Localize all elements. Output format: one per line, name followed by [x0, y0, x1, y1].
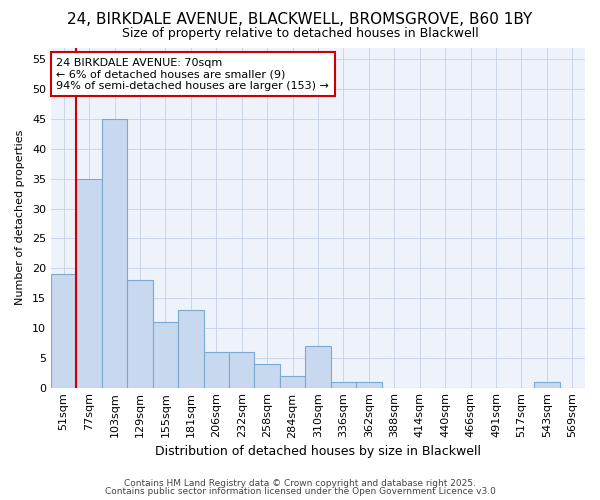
Bar [203, 352, 229, 388]
Y-axis label: Number of detached properties: Number of detached properties [15, 130, 25, 305]
Bar [178, 310, 203, 388]
Bar [51, 274, 76, 388]
Bar [356, 382, 382, 388]
Bar [229, 352, 254, 388]
Bar [102, 119, 127, 388]
Text: Contains public sector information licensed under the Open Government Licence v3: Contains public sector information licen… [104, 487, 496, 496]
Bar [127, 280, 152, 388]
Bar [331, 382, 356, 388]
Bar [280, 376, 305, 388]
Text: Contains HM Land Registry data © Crown copyright and database right 2025.: Contains HM Land Registry data © Crown c… [124, 478, 476, 488]
Bar [305, 346, 331, 388]
Text: 24 BIRKDALE AVENUE: 70sqm
← 6% of detached houses are smaller (9)
94% of semi-de: 24 BIRKDALE AVENUE: 70sqm ← 6% of detach… [56, 58, 329, 91]
Bar [534, 382, 560, 388]
Text: 24, BIRKDALE AVENUE, BLACKWELL, BROMSGROVE, B60 1BY: 24, BIRKDALE AVENUE, BLACKWELL, BROMSGRO… [67, 12, 533, 28]
Bar [254, 364, 280, 388]
X-axis label: Distribution of detached houses by size in Blackwell: Distribution of detached houses by size … [155, 444, 481, 458]
Text: Size of property relative to detached houses in Blackwell: Size of property relative to detached ho… [122, 28, 478, 40]
Bar [76, 179, 102, 388]
Bar [152, 322, 178, 388]
